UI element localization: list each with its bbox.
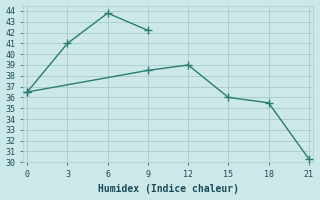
X-axis label: Humidex (Indice chaleur): Humidex (Indice chaleur): [98, 184, 238, 194]
